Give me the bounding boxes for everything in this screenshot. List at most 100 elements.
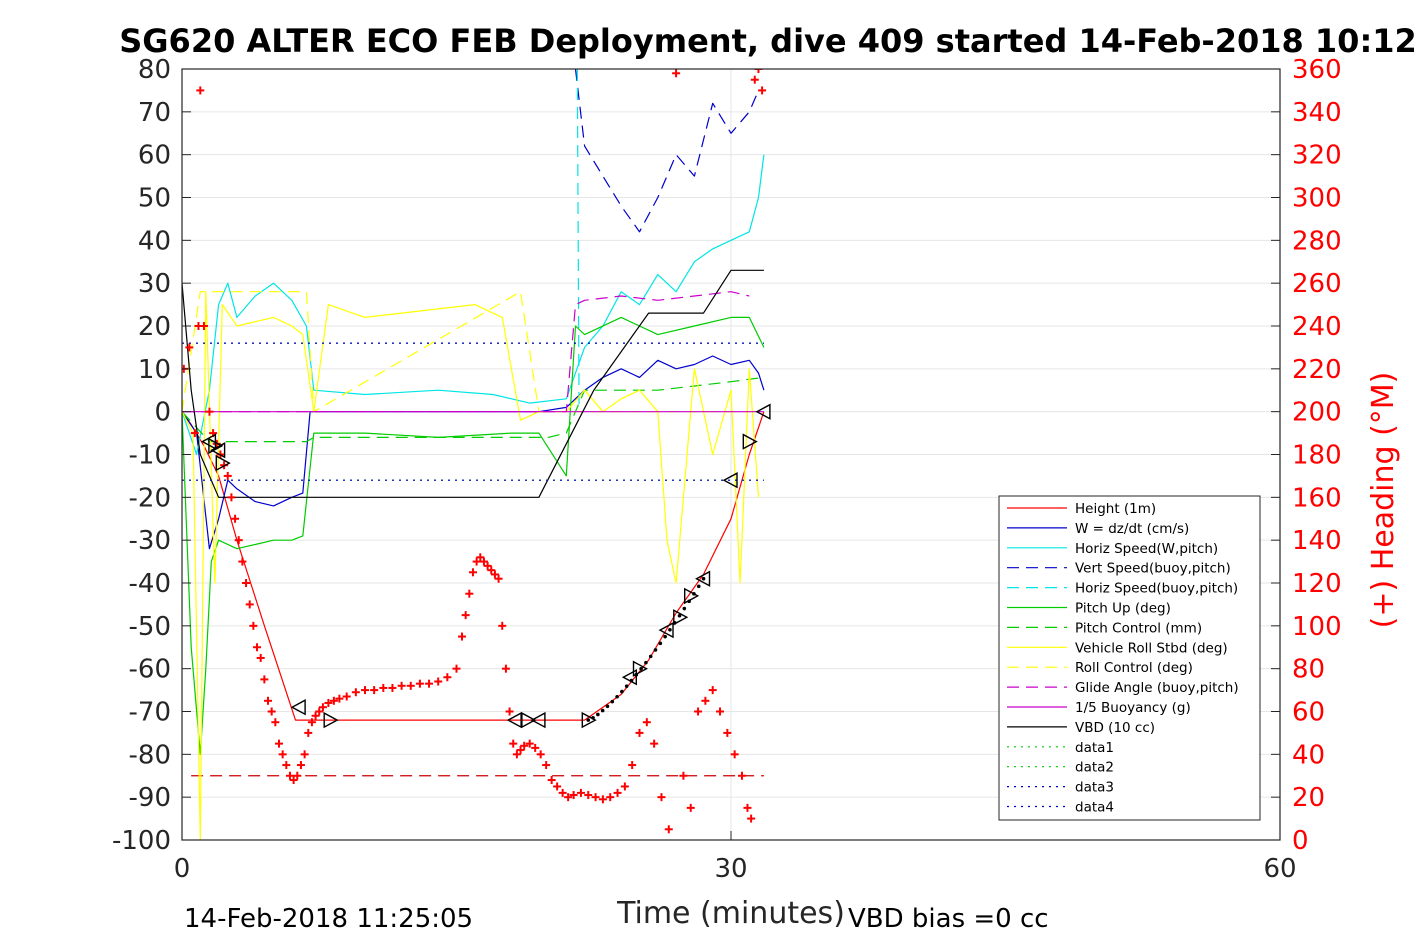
series-line-height-1m — [182, 411, 765, 721]
ascent-dot — [668, 627, 672, 632]
ascent-dot — [687, 599, 691, 604]
legend-label: data1 — [1075, 740, 1114, 756]
series-line-glide-angle-buoy-pitch — [182, 291, 750, 413]
series-line-vert-speed-buoy-pitch — [574, 69, 760, 233]
right-tick-label: 140 — [1292, 526, 1342, 556]
heading-point — [234, 536, 243, 545]
ascent-dot — [600, 708, 605, 713]
heading-point — [329, 696, 338, 705]
heading-point — [750, 75, 759, 84]
series-line-pitch-up-deg — [182, 316, 765, 755]
right-tick-label: 20 — [1292, 783, 1325, 813]
heading-point — [650, 739, 659, 748]
heading-point — [498, 621, 507, 630]
ascent-dot — [596, 712, 600, 717]
left-tick-label: -70 — [129, 698, 171, 728]
heading-point — [278, 750, 287, 759]
heading-point — [525, 739, 534, 748]
ascent-dot — [648, 654, 653, 659]
right-tick-label: 160 — [1292, 483, 1342, 513]
heading-point — [536, 750, 545, 759]
ascent-dot — [696, 584, 701, 589]
heading-point — [743, 803, 752, 812]
heading-point — [425, 679, 434, 688]
right-axis-ticks: 3603403203002802602402202001801601401201… — [1271, 55, 1342, 856]
legend-label: W = dz/dt (cm/s) — [1075, 521, 1189, 537]
heading-point — [351, 688, 360, 697]
right-tick-label: 360 — [1292, 55, 1342, 85]
triangle-marker — [742, 433, 758, 450]
heading-point — [242, 579, 251, 587]
legend-label: Horiz Speed(W,pitch) — [1075, 541, 1218, 557]
triangle-marker — [684, 587, 700, 605]
heading-point — [531, 743, 540, 752]
ascent-dot — [629, 678, 634, 683]
ascent-dot — [591, 715, 595, 720]
legend-label: Roll Control (deg) — [1075, 660, 1193, 676]
heading-point — [452, 664, 461, 673]
heading-point — [361, 686, 369, 695]
heading-point — [231, 514, 240, 523]
triangle-marker — [215, 454, 231, 472]
right-tick-label: 220 — [1292, 355, 1342, 385]
heading-point — [509, 739, 518, 748]
ascent-dot — [682, 606, 687, 611]
heading-point — [311, 711, 320, 720]
footer-vbd-bias: VBD bias =0 cc — [848, 904, 1049, 934]
legend: Height (1m) W = dz/dt (cm/s) Horiz Speed(W… — [998, 495, 1261, 821]
heading-point — [443, 673, 452, 682]
right-tick-label: 120 — [1292, 569, 1342, 599]
ascent-dot — [658, 641, 663, 646]
heading-point — [657, 793, 666, 802]
triangle-marker — [581, 711, 597, 729]
heading-point — [271, 718, 280, 727]
right-tick-label: 280 — [1292, 226, 1342, 256]
heading-point — [584, 791, 593, 800]
heading-point — [379, 683, 388, 692]
left-tick-label: -100 — [112, 826, 171, 856]
heading-point — [672, 69, 681, 78]
ascent-dot — [605, 704, 610, 709]
heading-point — [274, 739, 283, 748]
triangle-marker — [290, 699, 306, 716]
heading-point — [465, 589, 474, 598]
right-tick-label: 60 — [1292, 698, 1325, 728]
heading-point — [613, 788, 622, 797]
heading-point — [307, 718, 316, 727]
heading-point — [256, 653, 265, 662]
heading-point — [397, 681, 406, 690]
heading-point — [591, 793, 600, 802]
heading-point — [461, 611, 470, 620]
heading-point — [708, 686, 717, 695]
ascent-dot — [615, 694, 619, 699]
heading-point — [664, 825, 673, 834]
heading-point — [205, 407, 214, 416]
heading-point — [758, 86, 767, 95]
legend-label: data3 — [1075, 780, 1114, 796]
heading-point — [264, 696, 273, 705]
heading-point — [547, 776, 556, 785]
left-tick-label: 10 — [138, 355, 171, 385]
heading-point — [512, 750, 521, 759]
heading-point — [694, 707, 703, 716]
series-line-horiz-speed-buoy-pitch — [576, 69, 580, 412]
ascent-dot — [620, 689, 624, 694]
heading-point — [576, 788, 585, 797]
ascent-dot — [624, 684, 629, 688]
left-tick-label: 70 — [138, 98, 171, 128]
ascent-dot — [692, 592, 696, 596]
heading-point — [564, 793, 573, 802]
plot-series-group — [182, 69, 771, 840]
legend-label: data2 — [1075, 760, 1114, 776]
series-line-vehicle-roll-stbd-deg — [182, 291, 760, 840]
heading-point — [388, 683, 397, 692]
heading-point — [199, 322, 208, 330]
series-line-horiz-speed-w-pitch — [182, 154, 765, 456]
heading-point — [304, 728, 313, 737]
heading-point — [185, 343, 194, 352]
left-tick-label: -60 — [129, 655, 171, 685]
legend-label: Height (1m) — [1075, 501, 1156, 517]
heading-point — [472, 557, 481, 566]
legend-label: VBD (10 cc) — [1075, 720, 1155, 736]
left-tick-label: 30 — [138, 269, 171, 299]
